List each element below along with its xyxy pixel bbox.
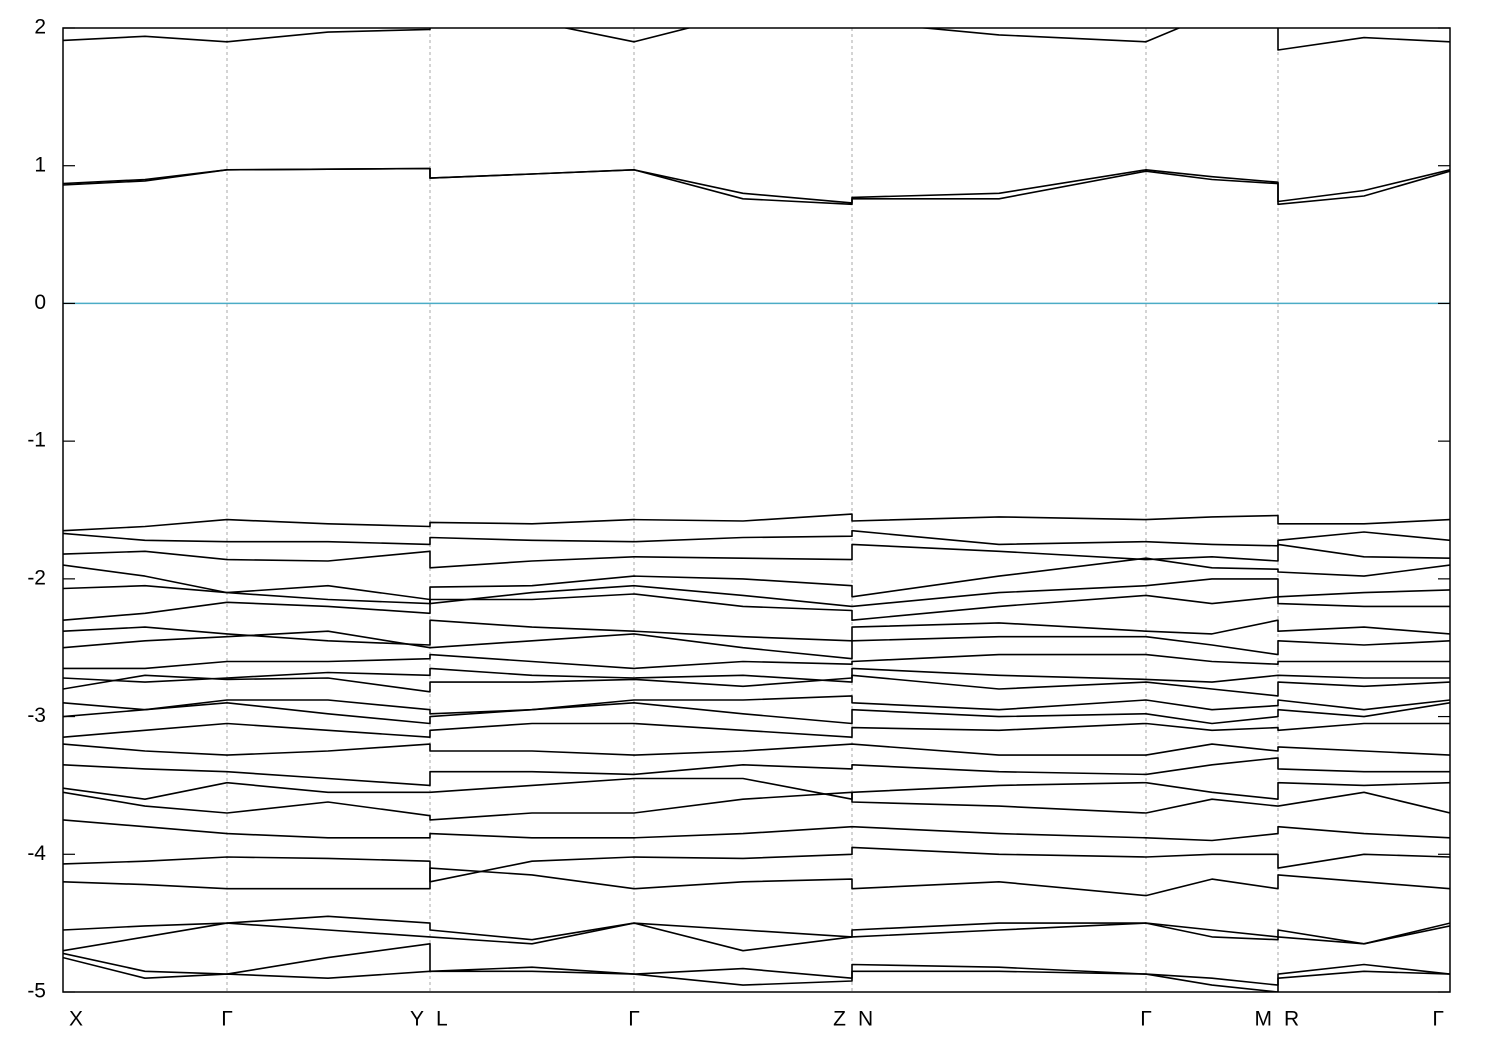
y-tick-label: -2 <box>27 566 46 589</box>
band <box>63 630 1450 660</box>
band <box>63 674 1450 697</box>
band <box>63 653 1450 670</box>
band <box>63 167 1450 206</box>
x-tick-label: M <box>1255 1008 1273 1031</box>
y-tick-label: 0 <box>34 291 46 314</box>
band <box>63 922 1450 952</box>
x-tick-label: Γ <box>221 1008 233 1031</box>
band <box>63 619 1450 646</box>
band <box>63 543 1450 569</box>
band <box>63 593 1450 621</box>
band <box>63 529 1450 547</box>
y-tick-label: -4 <box>27 842 46 865</box>
band <box>63 867 1450 897</box>
y-tick-label: -3 <box>27 704 46 727</box>
band <box>63 915 1450 945</box>
band <box>63 695 1450 715</box>
band <box>63 819 1450 842</box>
x-tick-label: Γ <box>628 1008 640 1031</box>
band <box>63 722 1450 738</box>
band <box>63 702 1450 725</box>
band <box>63 578 1450 608</box>
x-tick-label: Γ <box>1432 1008 1444 1031</box>
band <box>63 743 1450 756</box>
band <box>63 757 1450 787</box>
y-tick-label: -5 <box>27 980 46 1003</box>
y-tick-label: -1 <box>27 429 46 452</box>
y-tick-label: 1 <box>34 153 46 176</box>
plot-frame <box>62 27 1451 993</box>
grid <box>62 28 1451 992</box>
x-tick-label: X <box>69 1008 83 1031</box>
y-tick-label: 2 <box>34 16 46 39</box>
x-tick-label: Y <box>410 1008 424 1031</box>
x-tick-label: R <box>1284 1008 1299 1031</box>
band <box>63 943 1450 986</box>
x-tick-label: Γ <box>1140 1008 1152 1031</box>
x-tick-label: L <box>436 1008 448 1031</box>
band <box>63 667 1450 683</box>
band <box>63 513 1450 532</box>
band <box>63 791 1450 821</box>
band <box>63 167 1450 204</box>
band <box>63 846 1450 883</box>
bands <box>63 28 1450 992</box>
band <box>63 777 1450 800</box>
x-tick-label: N <box>858 1008 873 1031</box>
labels: 2 1 0 -1 -2 -3 -4 -5 X Γ Y L Γ Z N Γ M R Γ <box>27 16 1450 1031</box>
x-tick-label: Z <box>833 1008 846 1031</box>
band <box>63 28 1450 51</box>
band <box>63 956 1450 992</box>
band <box>63 557 1450 605</box>
